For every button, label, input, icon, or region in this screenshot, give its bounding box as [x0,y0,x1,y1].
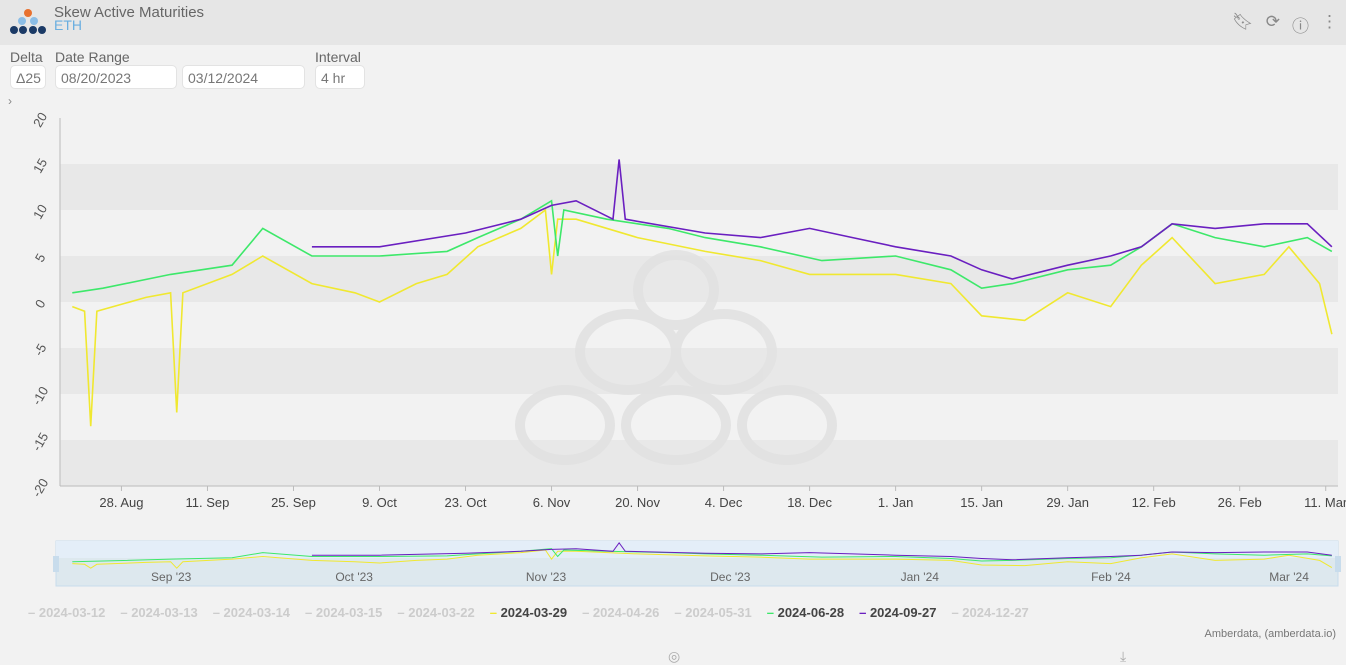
delta-select[interactable]: Δ25 [10,65,46,89]
legend-label: 2024-05-31 [685,605,752,620]
series-line-2024-09-27 [311,159,1333,280]
x-tick-label: 20. Nov [615,495,660,510]
x-tick-label: 4. Dec [705,495,743,510]
refresh-icon[interactable]: ⟳ [1265,12,1280,31]
y-tick-label: 5 [32,251,49,265]
x-tick-label: 6. Nov [533,495,571,510]
delta-label: Delta [10,49,43,65]
navigator-handle-right[interactable] [1335,556,1341,572]
navigator-series-2024-03-29 [72,549,1333,569]
x-tick-label: 15. Jan [960,495,1003,510]
y-tick-label: -5 [31,341,50,359]
legend-label: 2024-03-22 [408,605,475,620]
page-title: Skew Active Maturities [54,4,205,21]
date-range-label: Date Range [55,49,130,65]
navigator-tick-label: Nov '23 [526,570,567,584]
legend-marker: – [120,605,132,620]
interval-label: Interval [315,49,361,65]
download-icon[interactable]: ⤓ [1120,648,1127,664]
info-icon[interactable]: ⓘ [1292,17,1309,36]
y-tick-label: 0 [32,297,49,311]
more-icon[interactable]: ⋮ [1321,12,1338,31]
legend-label: 2024-03-13 [131,605,198,620]
skew-chart: 20 15 10 5 0 -5 -10 -15 -20 28. Aug 11. Sep 25. Sep… [29,110,1346,587]
x-tick-label: 26. Feb [1218,495,1262,510]
header: Skew Active Maturities ETH 🔖︎ ⟳ ⓘ ⋮ [0,0,1346,45]
series-line-2024-03-29 [72,208,1333,427]
legend-marker: – [28,605,39,620]
y-tick-label: 15 [30,156,50,176]
bookmark-icon[interactable]: 🔖︎ [1232,12,1254,31]
grid-band [60,164,1338,210]
legend-marker: – [766,605,778,620]
y-tick-label: -15 [29,430,51,454]
legend-item-2024-03-29[interactable]: – 2024-03-29 [490,605,567,620]
end-date-input[interactable]: 03/12/2024 [182,65,305,89]
navigator-tick-label: Dec '23 [710,570,751,584]
legend: – 2024-03-12– 2024-03-13– 2024-03-14– 20… [28,605,1029,620]
legend-marker: – [397,605,409,620]
x-tick-label: 25. Sep [271,495,316,510]
legend-label: 2024-09-27 [869,605,937,620]
y-tick-label: -20 [29,476,51,500]
legend-item-2024-12-27[interactable]: – 2024-12-27 [951,605,1028,620]
x-tick-label: 12. Feb [1132,495,1176,510]
x-tick-label: 23. Oct [445,495,487,510]
legend-item-2024-05-31[interactable]: – 2024-05-31 [674,605,751,620]
navigator-tick-label: Oct '23 [335,570,373,584]
interval-select[interactable]: 4 hr [315,65,365,89]
amberdata-logo-icon [10,9,46,34]
start-date-input[interactable]: 08/20/2023 [55,65,177,89]
x-tick-label: 9. Oct [362,495,397,510]
navigator-series-2024-09-27 [311,541,1332,561]
legend-label: 2024-12-27 [962,605,1029,620]
legend-label: 2024-03-14 [223,605,291,620]
legend-marker: – [212,605,224,620]
legend-item-2024-03-15[interactable]: – 2024-03-15 [305,605,382,620]
x-tick-label: 28. Aug [99,495,143,510]
navigator-tick-label: Sep '23 [151,570,192,584]
legend-item-2024-03-13[interactable]: – 2024-03-13 [120,605,197,620]
watermark-logo [515,250,837,465]
x-tick-label: 18. Dec [787,495,832,510]
expand-toggle[interactable]: › [8,94,12,108]
x-tick-label: 11. Sep [186,495,230,510]
legend-label: 2024-03-29 [500,605,568,620]
legend-marker: – [674,605,686,620]
x-tick-label: 29. Jan [1046,495,1089,510]
credit-text: Amberdata, (amberdata.io) [1204,628,1336,640]
legend-label: 2024-03-15 [315,605,383,620]
camera-icon[interactable]: ◎ [668,648,681,664]
legend-item-2024-09-27[interactable]: – 2024-09-27 [859,605,936,620]
navigator-handle-left[interactable] [53,556,59,572]
legend-marker: – [489,605,501,620]
navigator-tick-label: Mar '24 [1269,570,1309,584]
legend-label: 2024-04-26 [592,605,660,620]
legend-item-2024-03-14[interactable]: – 2024-03-14 [213,605,290,620]
navigator-tick-label: Jan '24 [901,570,940,584]
legend-marker: – [582,605,593,620]
asset-subtitle: ETH [54,17,82,33]
legend-marker: – [859,605,870,620]
legend-marker: – [305,605,316,620]
navigator-selection [56,541,1338,558]
legend-label: 2024-06-28 [777,605,845,620]
legend-item-2024-06-28[interactable]: – 2024-06-28 [767,605,844,620]
y-tick-label: 20 [30,110,50,130]
grid-band [60,440,1338,486]
y-tick-label: -10 [29,384,51,408]
navigator-tick-label: Feb '24 [1091,570,1131,584]
legend-item-2024-03-12[interactable]: – 2024-03-12 [28,605,105,620]
legend-item-2024-03-22[interactable]: – 2024-03-22 [397,605,474,620]
legend-label: 2024-03-12 [38,605,106,620]
legend-item-2024-04-26[interactable]: – 2024-04-26 [582,605,659,620]
x-tick-label: 11. Mar [1304,495,1346,510]
x-tick-label: 1. Jan [878,495,913,510]
y-tick-label: 10 [30,202,50,222]
legend-marker: – [951,605,963,620]
